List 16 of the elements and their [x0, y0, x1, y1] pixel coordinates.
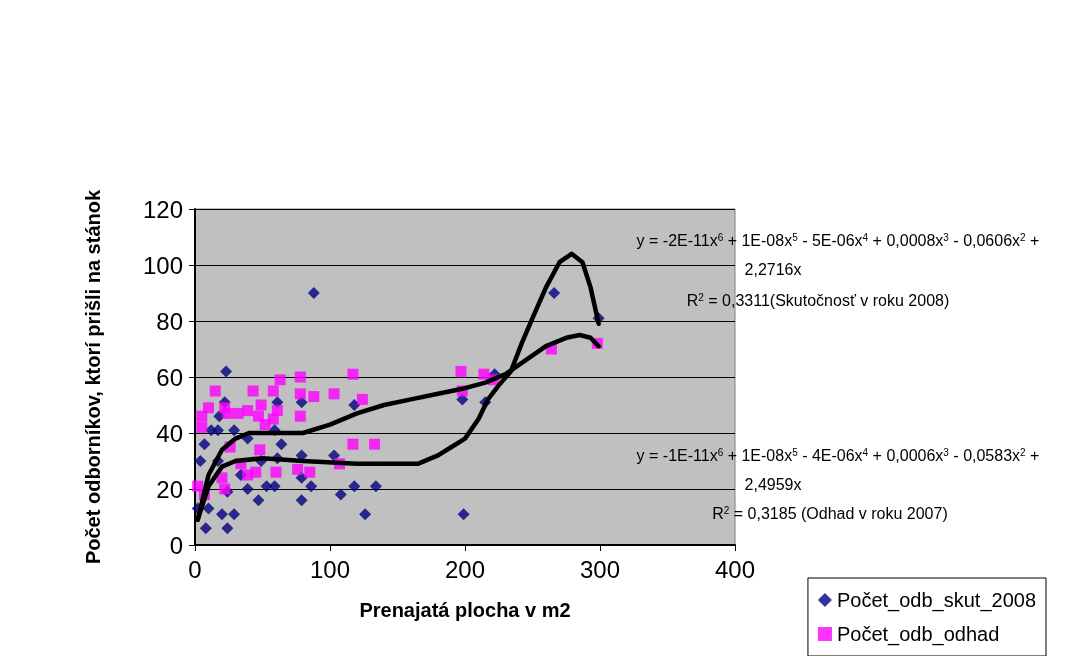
y-tick-label: 100	[142, 251, 183, 279]
y-tick-label: 60	[156, 363, 183, 391]
y-tick-label: 20	[156, 475, 183, 503]
legend-label: Počet_odb_odhad	[836, 623, 1000, 646]
x-tick-label: 100	[309, 555, 351, 583]
y-tick-label: 0	[169, 531, 183, 559]
y-axis-title: Počet odborníkov, ktorí prišli na stánok	[82, 189, 104, 565]
x-tick-label: 0	[188, 555, 202, 583]
x-axis-title: Prenajatá plocha v m2	[359, 599, 571, 621]
x-tick-label: 400	[714, 555, 756, 583]
y-tick-label: 80	[156, 307, 183, 335]
y-tick-label: 40	[156, 419, 183, 447]
legend-label: Počet_odb_skut_2008	[836, 589, 1037, 612]
x-tick-label: 300	[579, 555, 621, 583]
y-tick-label: 120	[142, 195, 183, 223]
x-tick-label: 200	[444, 555, 486, 583]
